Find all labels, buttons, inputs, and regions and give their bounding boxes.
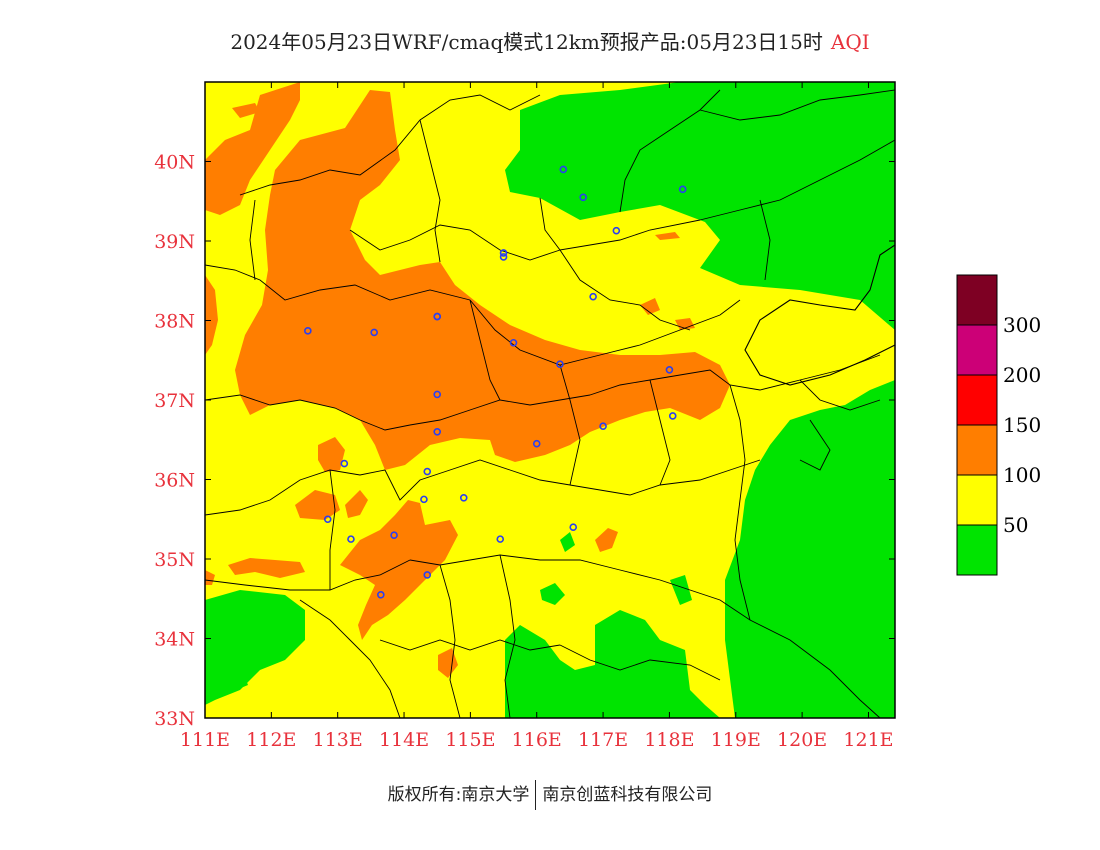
y-tick-label: 35N <box>154 549 195 571</box>
map-title: 2024年05月23日WRF/cmaq模式12km预报产品:05月23日15时 A… <box>0 26 1100 55</box>
admin-boundaries <box>205 89 895 718</box>
station-marker <box>589 292 597 301</box>
zone-green-northeast <box>505 82 895 330</box>
x-tick-label: 112E <box>246 729 296 751</box>
station-marker <box>423 467 432 476</box>
station-marker <box>599 422 607 431</box>
station-marker <box>423 571 432 579</box>
legend-label: 200 <box>1003 363 1041 387</box>
title-tag: AQI <box>830 30 870 54</box>
legend-label: 150 <box>1003 413 1041 437</box>
zone-orange-northwest <box>205 82 300 215</box>
station-marker <box>556 360 564 369</box>
station-marker <box>304 327 312 335</box>
zone-orange-small-nw <box>232 103 260 118</box>
zone-green-spot-1 <box>540 583 565 605</box>
zone-orange-blob-9 <box>640 298 660 315</box>
zone-green-south <box>505 610 720 718</box>
station-marker <box>499 249 508 257</box>
legend-swatch <box>956 424 998 476</box>
x-tick-label: 118E <box>644 729 694 751</box>
station-marker <box>569 523 578 532</box>
station-marker <box>532 439 541 448</box>
x-tick-label: 121E <box>843 729 893 751</box>
station-marker <box>377 590 385 599</box>
legend-swatch <box>956 524 998 576</box>
zone-orange-west-edge <box>205 275 218 355</box>
zone-orange-blob-1 <box>318 437 345 472</box>
copyright-footer: 版权所有:南京大学 南京创蓝科技有限公司 <box>0 780 1100 810</box>
copyright-right: 南京创蓝科技有限公司 <box>542 785 713 805</box>
station-marker <box>420 495 428 504</box>
zone-green-spot-3 <box>670 575 692 605</box>
copyright-separator <box>535 780 537 810</box>
station-marker <box>678 185 687 194</box>
station-marker <box>668 412 677 420</box>
station-marker <box>433 427 442 436</box>
x-tick-label: 120E <box>777 729 827 751</box>
y-tick-label: 39N <box>154 231 195 253</box>
x-tick-label: 115E <box>445 729 495 751</box>
station-marker <box>612 226 621 235</box>
legend-label: 100 <box>1003 463 1041 487</box>
zone-orange-blob-6 <box>595 528 618 552</box>
station-marker <box>340 459 349 468</box>
color-legend: 50 100 150 200 300 <box>956 274 1041 576</box>
copyright-left: 版权所有:南京大学 <box>387 785 530 805</box>
station-marker <box>579 193 587 202</box>
legend-label: 300 <box>1003 313 1041 337</box>
station-marker <box>347 535 355 543</box>
y-tick-label: 36N <box>154 470 195 492</box>
station-marker <box>323 515 332 524</box>
station-marker <box>433 390 442 399</box>
zone-green-spot-2 <box>560 532 575 552</box>
legend-label: 50 <box>1003 513 1028 537</box>
zone-green-spot-4 <box>228 670 248 690</box>
y-tick-label: 34N <box>154 629 195 651</box>
legend-swatch <box>956 324 998 376</box>
station-markers <box>304 165 687 599</box>
x-tick-label: 111E <box>180 729 230 751</box>
legend-swatch <box>956 474 998 526</box>
y-tick-label: 40N <box>154 152 195 174</box>
station-marker <box>390 531 398 539</box>
zone-orange-main <box>235 90 730 470</box>
y-tick-label: 38N <box>154 311 195 333</box>
station-marker <box>559 165 568 174</box>
zone-green-southeast <box>725 380 895 718</box>
station-marker <box>370 328 378 337</box>
x-tick-label: 116E <box>512 729 562 751</box>
zone-orange-blob-8 <box>655 232 680 240</box>
legend-swatch <box>956 274 998 326</box>
x-tick-label: 119E <box>711 729 761 751</box>
axis-ticks: 111E 112E 113E 114E 115E 116E 117E 118E 119E 120E… <box>154 82 895 751</box>
y-tick-label: 37N <box>154 390 195 412</box>
x-tick-label: 114E <box>379 729 429 751</box>
legend-swatch <box>956 374 998 426</box>
zone-orange-blob-4 <box>228 558 305 578</box>
station-marker <box>459 493 468 502</box>
y-tick-label: 33N <box>154 708 195 730</box>
x-tick-label: 113E <box>313 729 363 751</box>
coastline <box>744 244 895 386</box>
zone-orange-blob-2 <box>295 490 340 520</box>
title-text: 2024年05月23日WRF/cmaq模式12km预报产品:05月23日15时 <box>230 30 823 54</box>
station-marker <box>433 312 442 321</box>
zone-orange-south-band <box>340 500 458 640</box>
x-tick-label: 117E <box>578 729 628 751</box>
aqi-field <box>205 82 895 718</box>
zone-orange-blob-3 <box>345 490 368 518</box>
station-marker <box>496 535 505 543</box>
station-marker <box>665 365 674 374</box>
station-marker <box>509 338 518 347</box>
station-marker <box>499 253 508 261</box>
